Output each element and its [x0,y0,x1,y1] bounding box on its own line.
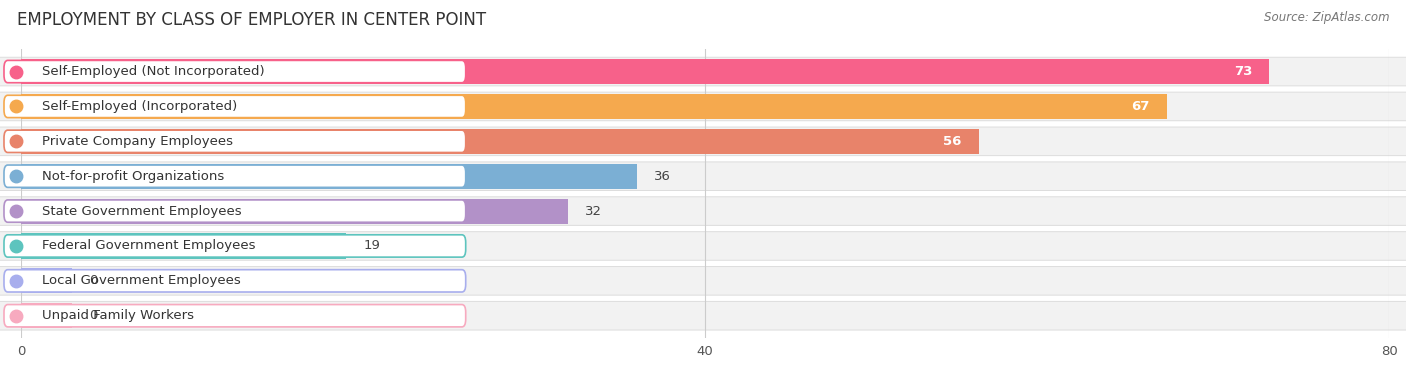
FancyBboxPatch shape [4,200,465,222]
FancyBboxPatch shape [0,302,1406,330]
Text: 67: 67 [1132,100,1150,113]
Bar [21,164,637,189]
Text: Not-for-profit Organizations: Not-for-profit Organizations [42,170,224,183]
FancyBboxPatch shape [4,130,465,153]
FancyBboxPatch shape [0,127,1406,156]
FancyBboxPatch shape [4,95,465,118]
Text: Self-Employed (Not Incorporated): Self-Employed (Not Incorporated) [42,65,264,78]
FancyBboxPatch shape [4,235,465,257]
Text: Unpaid Family Workers: Unpaid Family Workers [42,309,194,322]
Text: Private Company Employees: Private Company Employees [42,135,232,148]
FancyBboxPatch shape [0,197,1406,225]
Text: Federal Government Employees: Federal Government Employees [42,240,254,252]
Bar [21,94,1167,119]
Bar [21,233,346,259]
Bar [21,303,72,328]
Bar [21,199,568,224]
Text: 32: 32 [585,205,602,218]
Text: State Government Employees: State Government Employees [42,205,242,218]
FancyBboxPatch shape [4,305,465,327]
Bar [21,268,72,293]
Text: 36: 36 [654,170,671,183]
Text: 19: 19 [363,240,380,252]
FancyBboxPatch shape [4,270,465,292]
Text: EMPLOYMENT BY CLASS OF EMPLOYER IN CENTER POINT: EMPLOYMENT BY CLASS OF EMPLOYER IN CENTE… [17,11,486,29]
FancyBboxPatch shape [0,267,1406,295]
Text: Local Government Employees: Local Government Employees [42,274,240,287]
FancyBboxPatch shape [0,162,1406,191]
FancyBboxPatch shape [4,61,465,83]
Bar [21,129,979,154]
Text: 73: 73 [1234,65,1253,78]
FancyBboxPatch shape [0,232,1406,260]
Text: 56: 56 [943,135,962,148]
FancyBboxPatch shape [4,165,465,187]
FancyBboxPatch shape [0,57,1406,86]
Bar [21,59,1270,84]
Text: 0: 0 [90,309,98,322]
Text: Self-Employed (Incorporated): Self-Employed (Incorporated) [42,100,236,113]
Text: Source: ZipAtlas.com: Source: ZipAtlas.com [1264,11,1389,24]
Text: 0: 0 [90,274,98,287]
FancyBboxPatch shape [0,92,1406,121]
